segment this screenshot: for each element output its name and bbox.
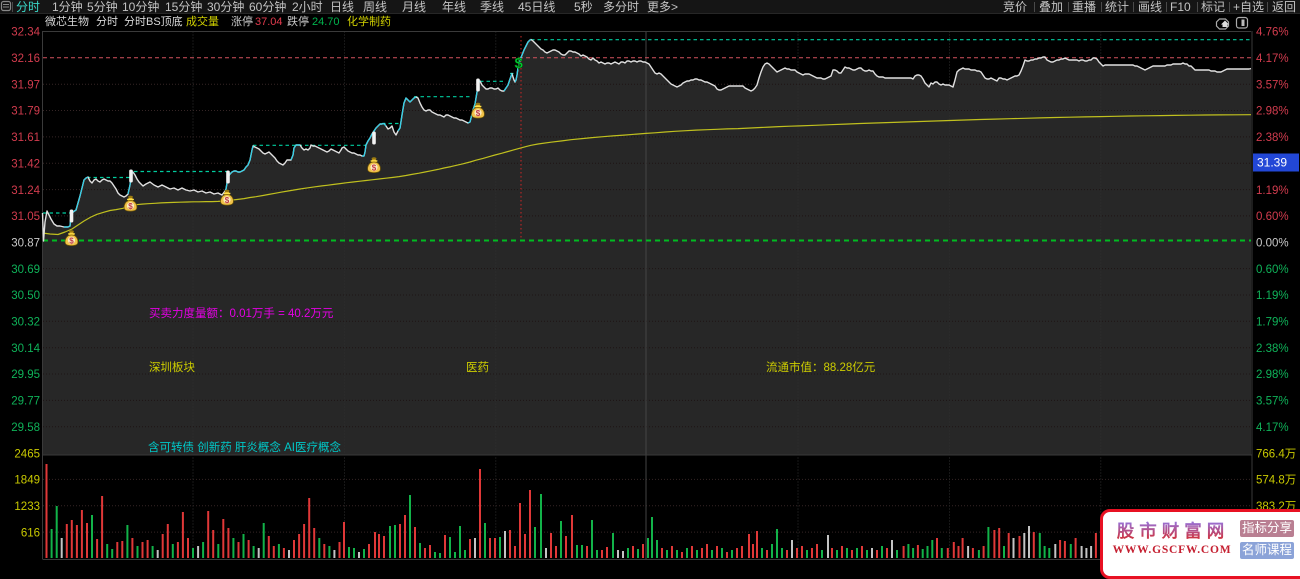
svg-text:30.50: 30.50 <box>11 290 40 302</box>
svg-text:1849: 1849 <box>14 475 40 487</box>
svg-text:含可转债 创新药 肝炎概念 AI医疗概念: 含可转债 创新药 肝炎概念 AI医疗概念 <box>148 440 341 454</box>
svg-text:0.60%: 0.60% <box>1256 211 1289 223</box>
svg-text:31.05: 31.05 <box>11 211 40 223</box>
svg-text:深圳板块: 深圳板块 <box>149 360 195 374</box>
svg-text:30.14: 30.14 <box>11 343 40 355</box>
svg-text:30.69: 30.69 <box>11 264 40 276</box>
svg-text:766.4万: 766.4万 <box>1256 448 1296 460</box>
svg-text:流通市值：88.28亿元: 流通市值：88.28亿元 <box>766 360 876 374</box>
svg-text:31.61: 31.61 <box>11 132 40 144</box>
svg-text:30.32: 30.32 <box>11 317 40 329</box>
svg-text:3.57%: 3.57% <box>1256 79 1289 91</box>
svg-text:574.8万: 574.8万 <box>1256 475 1296 487</box>
svg-text:616: 616 <box>21 527 40 539</box>
svg-text:1233: 1233 <box>14 501 40 513</box>
svg-text:31.39: 31.39 <box>1257 156 1287 170</box>
svg-text:31.97: 31.97 <box>11 79 40 91</box>
svg-text:买卖力度量额：0.01万手 = 40.2万元: 买卖力度量额：0.01万手 = 40.2万元 <box>149 306 334 320</box>
svg-text:29.58: 29.58 <box>11 422 40 434</box>
svg-text:4.76%: 4.76% <box>1256 27 1289 39</box>
svg-text:0.60%: 0.60% <box>1256 264 1289 276</box>
svg-text:3.57%: 3.57% <box>1256 396 1289 408</box>
svg-text:30.87: 30.87 <box>11 238 40 250</box>
svg-text:1.79%: 1.79% <box>1256 317 1289 329</box>
svg-text:2465: 2465 <box>14 448 40 460</box>
svg-text:1.19%: 1.19% <box>1256 185 1289 197</box>
svg-text:医药: 医药 <box>466 361 489 374</box>
svg-text:2.38%: 2.38% <box>1256 343 1289 355</box>
svg-text:4.17%: 4.17% <box>1256 422 1289 434</box>
svg-text:31.24: 31.24 <box>11 185 40 197</box>
svg-text:2.38%: 2.38% <box>1256 132 1289 144</box>
svg-text:31.79: 31.79 <box>11 106 40 118</box>
svg-text:32.16: 32.16 <box>11 53 40 65</box>
svg-text:0.00%: 0.00% <box>1256 238 1289 250</box>
svg-text:$: $ <box>515 55 524 72</box>
svg-text:29.95: 29.95 <box>11 369 40 381</box>
svg-text:2.98%: 2.98% <box>1256 106 1289 118</box>
svg-text:31.42: 31.42 <box>11 158 40 170</box>
svg-text:4.17%: 4.17% <box>1256 53 1289 65</box>
svg-text:1.19%: 1.19% <box>1256 290 1289 302</box>
svg-text:29.77: 29.77 <box>11 396 40 408</box>
svg-text:2.98%: 2.98% <box>1256 369 1289 381</box>
svg-text:32.34: 32.34 <box>11 27 40 39</box>
